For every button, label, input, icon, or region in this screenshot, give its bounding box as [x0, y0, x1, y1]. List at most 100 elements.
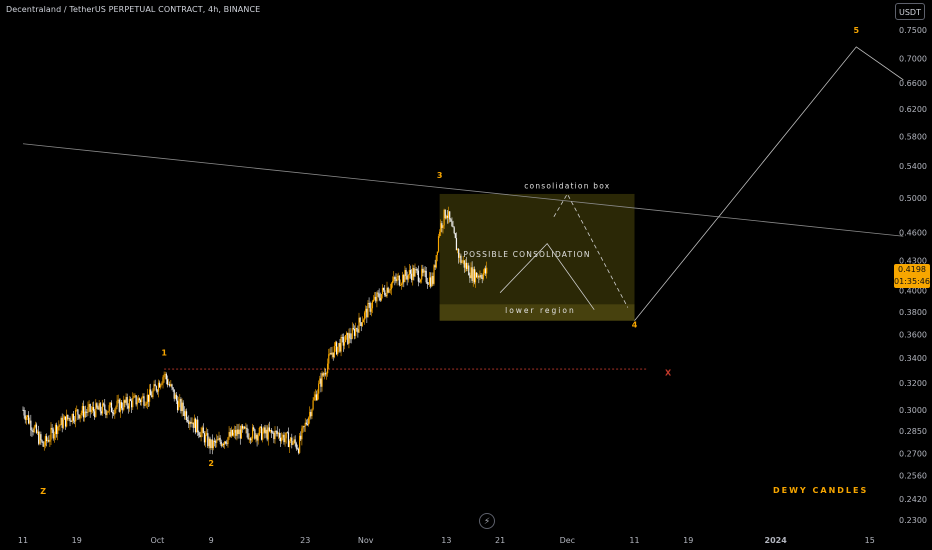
candle-body [402, 274, 404, 284]
y-tick-label: 0.2300 [899, 516, 927, 525]
candle-body [449, 211, 451, 220]
candle-body [452, 226, 454, 228]
candle-body [208, 438, 210, 447]
annotation-text: POSSIBLE CONSOLIDATION [463, 250, 590, 259]
candle-body [295, 443, 297, 449]
candle-body [159, 382, 161, 388]
candle-body [32, 431, 34, 433]
candle-body [319, 378, 321, 384]
candle-body [362, 319, 365, 323]
candle-body [84, 411, 86, 418]
candle-body [388, 290, 390, 293]
candle-body [200, 431, 202, 438]
candle-body [405, 269, 407, 276]
candle-body [100, 411, 102, 414]
candle-body [82, 406, 85, 418]
candle-body [432, 276, 434, 284]
candle-body [269, 430, 272, 432]
candle-body [284, 438, 286, 443]
candle-body [357, 329, 359, 333]
candle-body [71, 413, 73, 422]
candle-body [274, 430, 276, 440]
candle-body [364, 312, 366, 320]
candle-body [285, 432, 287, 439]
candle-body [372, 299, 375, 302]
candle-body [89, 404, 91, 412]
candle-body [222, 444, 225, 445]
y-tick-label: 0.2420 [899, 495, 927, 504]
candle-body [442, 225, 444, 228]
candle-body [303, 426, 305, 427]
y-tick-label: 0.4000 [899, 287, 927, 296]
x-tick-label: Nov [358, 536, 374, 545]
candle-body [114, 409, 116, 415]
candle-body [474, 272, 477, 283]
candle-body [426, 282, 428, 284]
y-tick-label: 0.6600 [899, 79, 927, 88]
candle-body [192, 422, 194, 428]
y-tick-label: 0.2560 [899, 472, 927, 481]
candle-body [165, 373, 167, 380]
candle-body [468, 265, 470, 276]
candle-body [314, 394, 316, 398]
candle-body [34, 424, 36, 428]
candle-body [414, 269, 416, 277]
candle-body [347, 332, 349, 344]
candle-body [456, 249, 459, 251]
candle-body [154, 384, 156, 387]
candle-body [483, 268, 486, 274]
candle-body [255, 434, 257, 439]
candle-body [434, 265, 436, 268]
candle-body [182, 402, 184, 412]
y-tick-label: 0.2850 [899, 427, 927, 436]
x-tick-label: 2024 [765, 536, 788, 545]
candle-body [68, 418, 70, 420]
candle-body [47, 440, 49, 442]
lightning-icon[interactable]: ⚡ [479, 513, 495, 529]
candle-body [339, 343, 341, 352]
candle-body [283, 434, 285, 443]
candle-body [62, 419, 64, 428]
candle-body [370, 308, 372, 312]
candle-body [281, 437, 283, 442]
currency-button[interactable]: USDT [895, 3, 925, 20]
x-tick-label: 19 [683, 536, 693, 545]
candle-body [366, 308, 368, 318]
candle-body [462, 260, 464, 262]
candle-body [26, 415, 29, 417]
candle-body [467, 265, 469, 269]
y-tick-label: 0.3400 [899, 354, 927, 363]
candle-body [86, 412, 88, 413]
candle-body [417, 270, 419, 282]
candle-body [131, 400, 133, 408]
x-tick-label: 21 [495, 536, 505, 545]
candle-body [33, 427, 35, 433]
candle-body [228, 432, 230, 438]
candle-body [308, 417, 310, 425]
wave-label-2: 2 [208, 459, 214, 468]
candle-body [415, 269, 417, 271]
candle-body [443, 209, 445, 226]
candle-body [332, 352, 334, 358]
candle-body [253, 427, 255, 430]
candle-body [328, 354, 330, 364]
candle-body [273, 432, 275, 440]
candle-body [484, 268, 487, 274]
candle-body [418, 281, 421, 283]
candle-body [451, 221, 453, 227]
candle-body [353, 328, 356, 336]
candle-body [243, 426, 245, 429]
candle-body [322, 373, 324, 376]
candle-body [235, 430, 237, 436]
candle-body [470, 267, 472, 278]
x-tick-label: Dec [560, 536, 575, 545]
candle-body [126, 397, 128, 406]
candle-body [207, 433, 209, 447]
candle-body [247, 433, 249, 439]
candle-body [486, 267, 488, 274]
candle-body [42, 441, 44, 447]
candle-body [163, 374, 165, 378]
candle-body [271, 430, 273, 433]
candle-body [378, 293, 380, 299]
